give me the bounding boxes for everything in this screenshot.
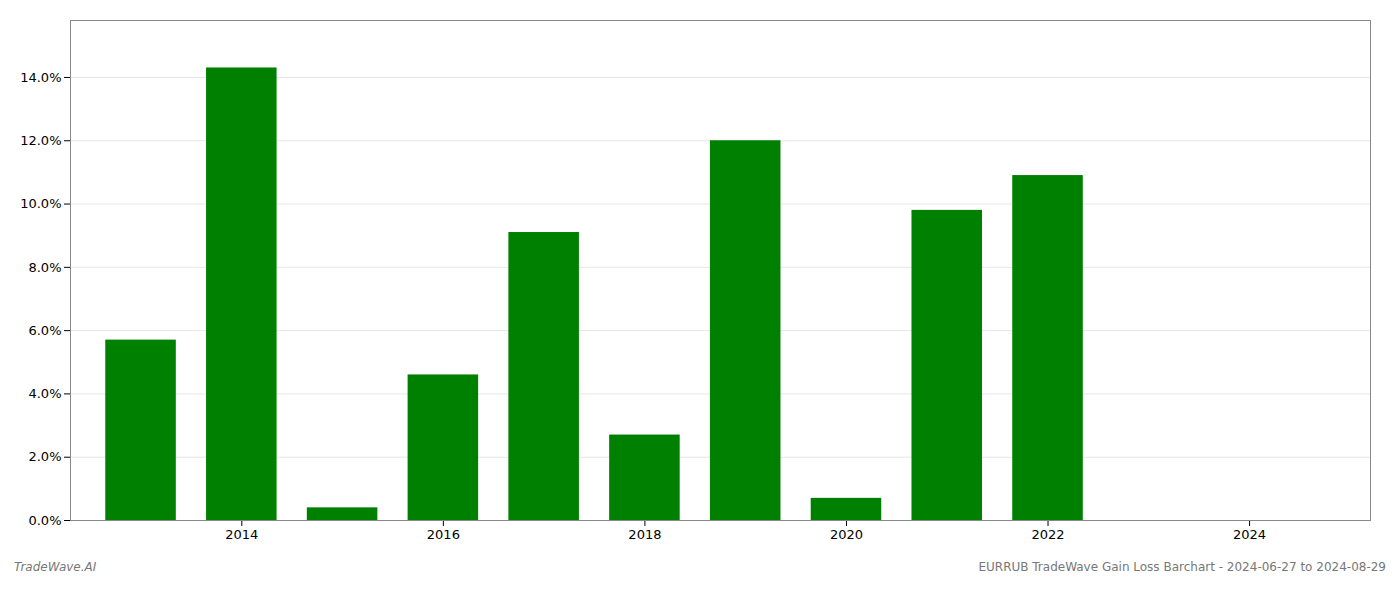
svg-text:8.0%: 8.0%: [28, 259, 61, 274]
svg-text:2014: 2014: [225, 527, 258, 542]
svg-text:4.0%: 4.0%: [28, 386, 61, 401]
svg-text:2022: 2022: [1031, 527, 1064, 542]
svg-text:2020: 2020: [830, 527, 863, 542]
svg-text:2.0%: 2.0%: [28, 449, 61, 464]
svg-text:2018: 2018: [628, 527, 661, 542]
svg-text:0.0%: 0.0%: [28, 513, 61, 528]
svg-text:2024: 2024: [1233, 527, 1266, 542]
svg-text:12.0%: 12.0%: [20, 133, 61, 148]
svg-text:14.0%: 14.0%: [20, 70, 61, 85]
html-text:EURRUB TradeWave Gain Loss Bar: EURRUB TradeWave Gain Loss Barchart - 20…: [978, 560, 1386, 574]
svg-text:10.0%: 10.0%: [20, 196, 61, 211]
html-text:TradeWave.AI: TradeWave.AI: [14, 560, 97, 574]
svg-text:6.0%: 6.0%: [28, 323, 61, 338]
svg-text:2016: 2016: [427, 527, 460, 542]
